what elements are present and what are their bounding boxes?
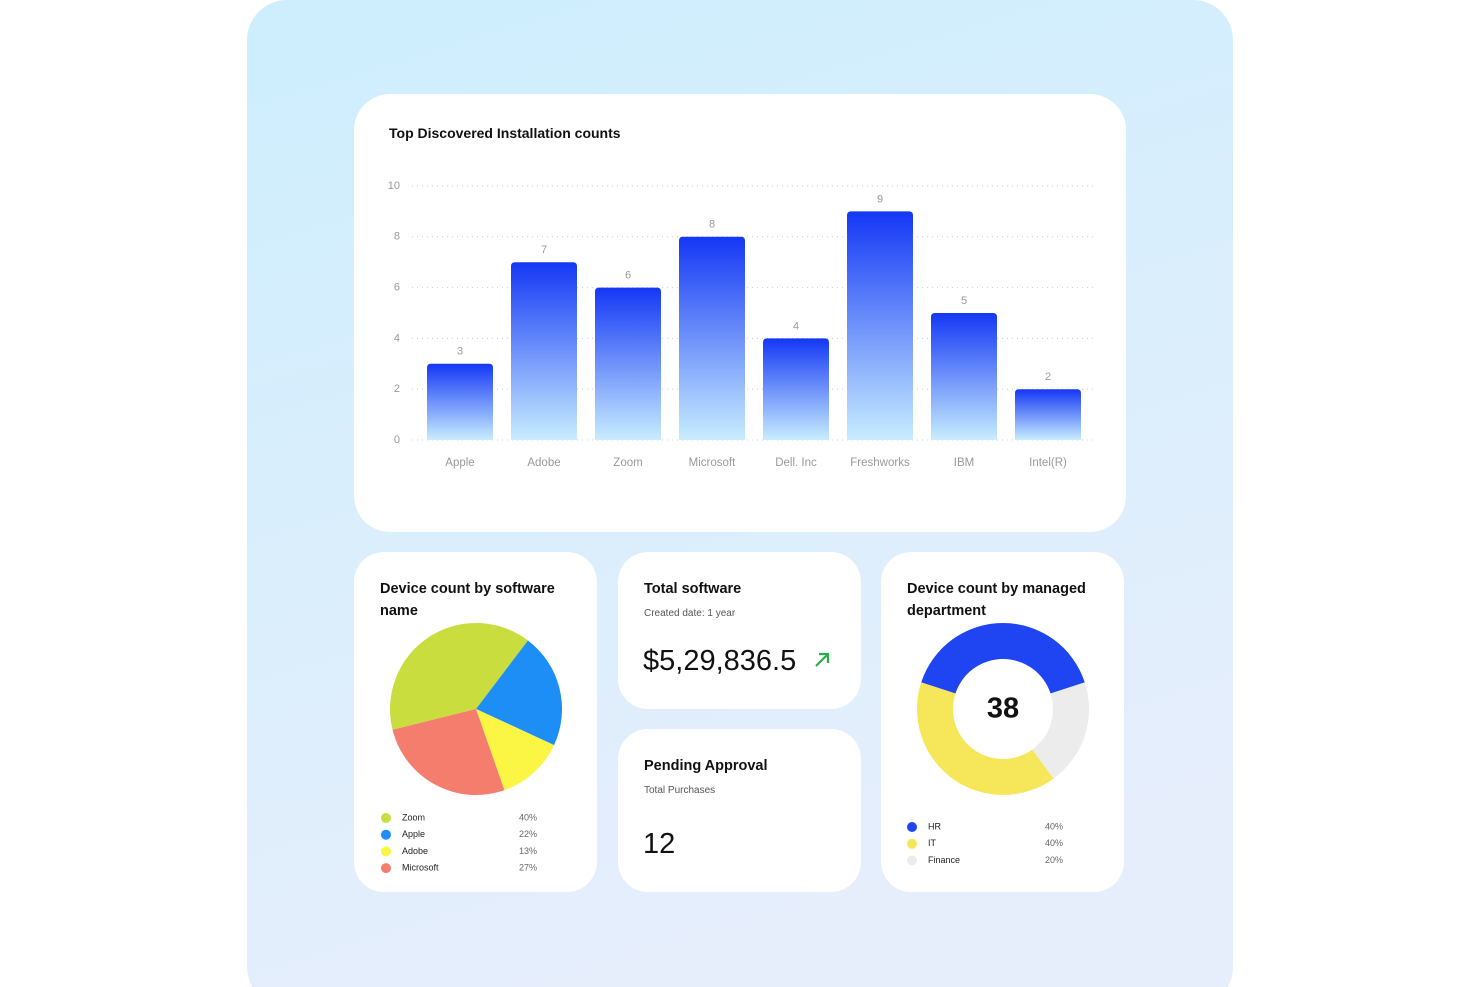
legend-label: Zoom (402, 812, 425, 822)
x-tick-label: Freshworks (850, 457, 910, 469)
legend-swatch (381, 846, 391, 857)
chart-title: Device count by software name (380, 581, 555, 619)
legend-value: 40% (1045, 821, 1063, 831)
legend-label: Microsoft (402, 862, 439, 872)
x-tick-label: Microsoft (689, 457, 736, 469)
trend-arrow (815, 652, 830, 667)
donut-segment (917, 682, 1054, 795)
y-tick-label: 0 (394, 434, 400, 446)
bar (595, 287, 661, 440)
legend-label: IT (928, 838, 937, 848)
card (618, 552, 861, 709)
x-tick-label: Intel(R) (1029, 457, 1067, 469)
card-value: $5,29,836.5 (643, 645, 797, 677)
x-tick-label: Dell. Inc (775, 457, 817, 469)
value-label: 5 (961, 295, 967, 307)
legend-value: 27% (519, 862, 537, 872)
x-tick-label: Zoom (613, 457, 642, 469)
legend-value: 20% (1045, 855, 1063, 865)
value-label: 6 (625, 270, 631, 282)
x-tick-label: IBM (954, 457, 974, 469)
y-tick-label: 6 (394, 282, 400, 294)
legend-value: 13% (519, 846, 537, 856)
pie-slice (392, 709, 505, 795)
legend-swatch (381, 813, 391, 823)
value-label: 4 (793, 320, 799, 332)
chart-title: Device count by managed department (907, 581, 1086, 619)
y-tick-label: 10 (388, 180, 400, 192)
card-subtitle: Created date: 1 year (644, 608, 736, 619)
y-tick-label: 2 (394, 383, 400, 395)
card-title: Pending Approval (644, 758, 768, 774)
legend-label: Finance (928, 855, 960, 865)
y-tick-label: 4 (394, 332, 400, 344)
legend-swatch (381, 863, 391, 874)
legend-swatch (907, 855, 917, 866)
card-subtitle: Total Purchases (644, 785, 716, 796)
bar (679, 236, 745, 440)
legend-value: 40% (519, 812, 537, 822)
x-tick-label: Apple (445, 457, 474, 469)
legend-swatch (907, 838, 917, 849)
legend-value: 22% (519, 829, 537, 839)
chart-title: Top Discovered Installation counts (389, 125, 621, 141)
donut-total: 38 (987, 693, 1019, 725)
legend-value: 40% (1045, 838, 1063, 848)
bar (511, 262, 577, 440)
pie-slice (476, 709, 555, 791)
legend-label: Adobe (402, 846, 428, 856)
card (881, 552, 1124, 892)
legend-label: HR (928, 821, 941, 831)
bar (1015, 389, 1081, 440)
card-title: Total software (644, 581, 742, 597)
pie-slice (476, 640, 562, 746)
value-label: 9 (877, 193, 883, 205)
value-label: 7 (541, 244, 547, 256)
donut-segment (1032, 682, 1090, 779)
x-tick-label: Adobe (527, 457, 560, 469)
bar (427, 363, 493, 440)
value-label: 3 (457, 346, 463, 358)
card (618, 729, 861, 892)
legend-swatch (907, 822, 917, 832)
legend-label: Apple (402, 829, 425, 839)
bar (847, 211, 913, 440)
card-value: 12 (643, 828, 676, 860)
value-label: 8 (709, 219, 715, 231)
y-tick-label: 8 (394, 231, 400, 243)
value-label: 2 (1045, 371, 1051, 383)
donut-segment (921, 623, 1085, 694)
pie-slice (390, 622, 528, 730)
bar (763, 338, 829, 440)
bar (931, 313, 997, 440)
legend-swatch (381, 829, 391, 840)
